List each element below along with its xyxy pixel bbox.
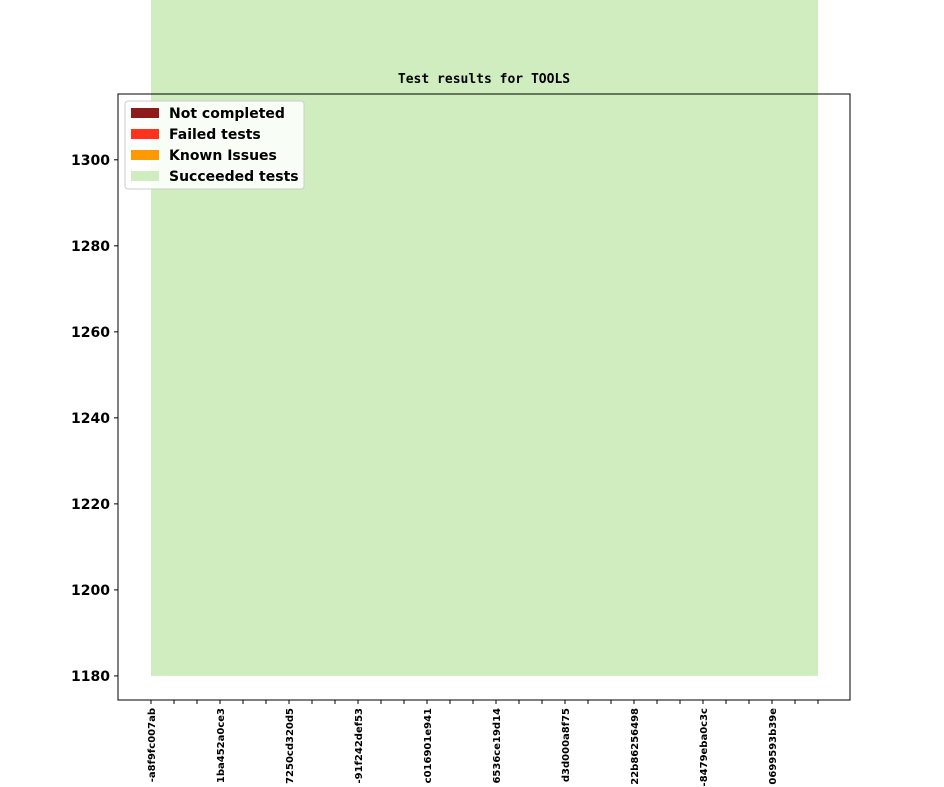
legend: Not completed Failed tests Known Issues Suc… xyxy=(124,100,305,190)
x-tick-label: -a8f9fc007ab xyxy=(147,708,158,782)
y-tick-label: 1300 xyxy=(71,153,110,169)
area-succeeded-tests xyxy=(151,0,818,676)
legend-label: Failed tests xyxy=(169,127,261,143)
y-axis: 1180 1200 1220 1240 1260 1280 1300 xyxy=(71,153,118,685)
x-tick-label: 6536ce19d14 xyxy=(492,708,503,784)
y-tick-label: 1280 xyxy=(71,239,110,255)
plot-areas xyxy=(151,0,818,676)
x-tick-label: d3d000a8f75 xyxy=(561,708,572,782)
y-tick-label: 1260 xyxy=(71,325,110,341)
y-tick-label: 1240 xyxy=(71,411,110,427)
legend-label: Not completed xyxy=(169,106,285,122)
legend-label: Known Issues xyxy=(169,148,277,164)
legend-swatch xyxy=(131,150,159,160)
legend-box xyxy=(124,100,305,190)
legend-swatch xyxy=(131,129,159,139)
x-tick-label: 0699593b39e xyxy=(768,708,779,785)
x-tick-label: 7250cd320d5 xyxy=(285,708,296,784)
legend-swatch xyxy=(131,171,159,181)
x-tick-label: 22b86256498 xyxy=(630,708,641,785)
plot-frame xyxy=(117,93,851,701)
y-tick-label: 1180 xyxy=(71,669,110,685)
x-axis: -a8f9fc007ab 1ba452a0ce3 7250cd320d5 -91f24… xyxy=(147,700,819,787)
x-tick-label: -8479eba0c3c xyxy=(699,708,710,787)
y-tick-label: 1220 xyxy=(71,497,110,513)
y-tick-label: 1200 xyxy=(71,583,110,599)
legend-swatch xyxy=(131,108,159,118)
x-tick-label: c016901e941 xyxy=(423,708,434,783)
x-tick-label: 1ba452a0ce3 xyxy=(216,708,227,783)
legend-label: Succeeded tests xyxy=(169,169,299,185)
x-tick-label: -91f242def53 xyxy=(354,708,365,784)
chart-title: Test results for TOOLS xyxy=(397,72,571,87)
